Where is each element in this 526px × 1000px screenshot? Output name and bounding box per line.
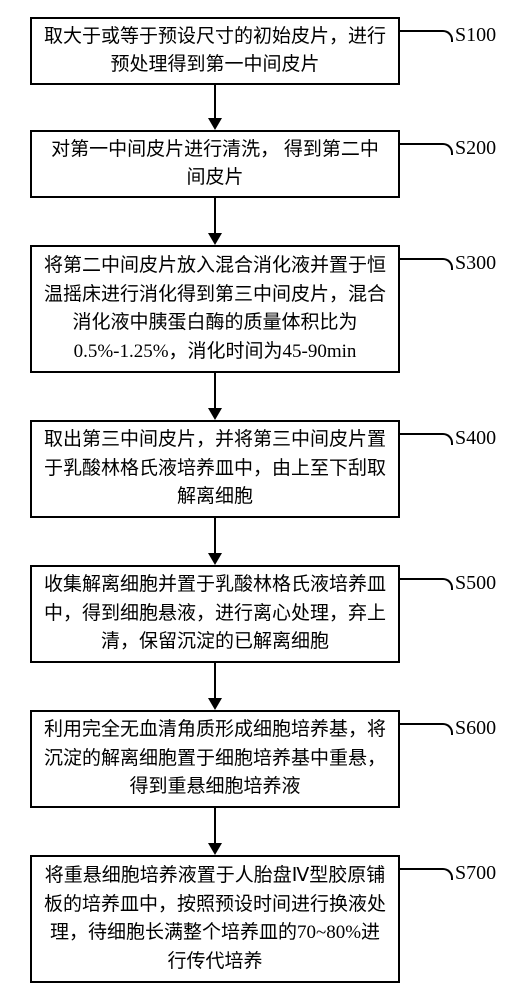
flow-arrow-head bbox=[208, 118, 222, 130]
flow-arrow-head bbox=[208, 408, 222, 420]
label-connector-curve bbox=[441, 723, 453, 735]
step-label-s300: S300 bbox=[455, 252, 496, 275]
flow-step-s600: 利用完全无血清角质形成细胞培养基，将沉淀的解离细胞置于细胞培养基中重悬，得到重悬… bbox=[30, 710, 400, 808]
label-connector bbox=[400, 723, 443, 725]
flow-arrow-stem bbox=[214, 808, 216, 845]
flow-step-s200: 对第一中间皮片进行清洗， 得到第二中间皮片 bbox=[30, 130, 400, 198]
flow-step-text: 取大于或等于预设尺寸的初始皮片，进行预处理得到第一中间皮片 bbox=[42, 23, 388, 80]
flow-step-s500: 收集解离细胞并置于乳酸林格氏液培养皿中，得到细胞悬液，进行离心处理，弃上清，保留… bbox=[30, 565, 400, 663]
flow-step-text: 收集解离细胞并置于乳酸林格氏液培养皿中，得到细胞悬液，进行离心处理，弃上清，保留… bbox=[42, 571, 388, 657]
label-connector-curve bbox=[441, 578, 453, 590]
label-connector bbox=[400, 578, 443, 580]
label-connector bbox=[400, 258, 443, 260]
label-connector-curve bbox=[441, 433, 453, 445]
flow-step-s300: 将第二中间皮片放入混合消化液并置于恒温摇床进行消化得到第三中间皮片，混合消化液中… bbox=[30, 245, 400, 373]
flow-arrow-stem bbox=[214, 663, 216, 700]
label-connector bbox=[400, 143, 443, 145]
flow-step-text: 将第二中间皮片放入混合消化液并置于恒温摇床进行消化得到第三中间皮片，混合消化液中… bbox=[42, 252, 388, 366]
flow-step-s100: 取大于或等于预设尺寸的初始皮片，进行预处理得到第一中间皮片 bbox=[30, 17, 400, 85]
step-label-s400: S400 bbox=[455, 427, 496, 450]
flow-arrow-stem bbox=[214, 198, 216, 235]
flow-step-text: 对第一中间皮片进行清洗， 得到第二中间皮片 bbox=[42, 136, 388, 193]
flow-arrow-head bbox=[208, 233, 222, 245]
label-connector-curve bbox=[441, 868, 453, 880]
flow-arrow-head bbox=[208, 698, 222, 710]
flowchart-container: 取大于或等于预设尺寸的初始皮片，进行预处理得到第一中间皮片 S100 对第一中间皮片… bbox=[0, 0, 526, 1000]
flow-arrow-head bbox=[208, 843, 222, 855]
step-label-s600: S600 bbox=[455, 717, 496, 740]
flow-arrow-head bbox=[208, 553, 222, 565]
step-label-s200: S200 bbox=[455, 137, 496, 160]
flow-step-text: 将重悬细胞培养液置于人胎盘Ⅳ型胶原铺板的培养皿中，按照预设时间进行换液处理，待细… bbox=[42, 862, 388, 976]
flow-step-s700: 将重悬细胞培养液置于人胎盘Ⅳ型胶原铺板的培养皿中，按照预设时间进行换液处理，待细… bbox=[30, 855, 400, 983]
label-connector bbox=[400, 433, 443, 435]
step-label-s500: S500 bbox=[455, 572, 496, 595]
flow-step-text: 利用完全无血清角质形成细胞培养基，将沉淀的解离细胞置于细胞培养基中重悬，得到重悬… bbox=[42, 716, 388, 802]
label-connector bbox=[400, 868, 443, 870]
flow-arrow-stem bbox=[214, 518, 216, 555]
label-connector-curve bbox=[441, 258, 453, 270]
step-label-s700: S700 bbox=[455, 862, 496, 885]
label-connector-curve bbox=[441, 143, 453, 155]
flow-arrow-stem bbox=[214, 85, 216, 120]
flow-step-s400: 取出第三中间皮片，并将第三中间皮片置于乳酸林格氏液培养皿中，由上至下刮取解离细胞 bbox=[30, 420, 400, 518]
flow-arrow-stem bbox=[214, 373, 216, 410]
step-label-s100: S100 bbox=[455, 24, 496, 47]
flow-step-text: 取出第三中间皮片，并将第三中间皮片置于乳酸林格氏液培养皿中，由上至下刮取解离细胞 bbox=[42, 426, 388, 512]
label-connector bbox=[400, 30, 443, 32]
label-connector-curve bbox=[441, 30, 453, 42]
